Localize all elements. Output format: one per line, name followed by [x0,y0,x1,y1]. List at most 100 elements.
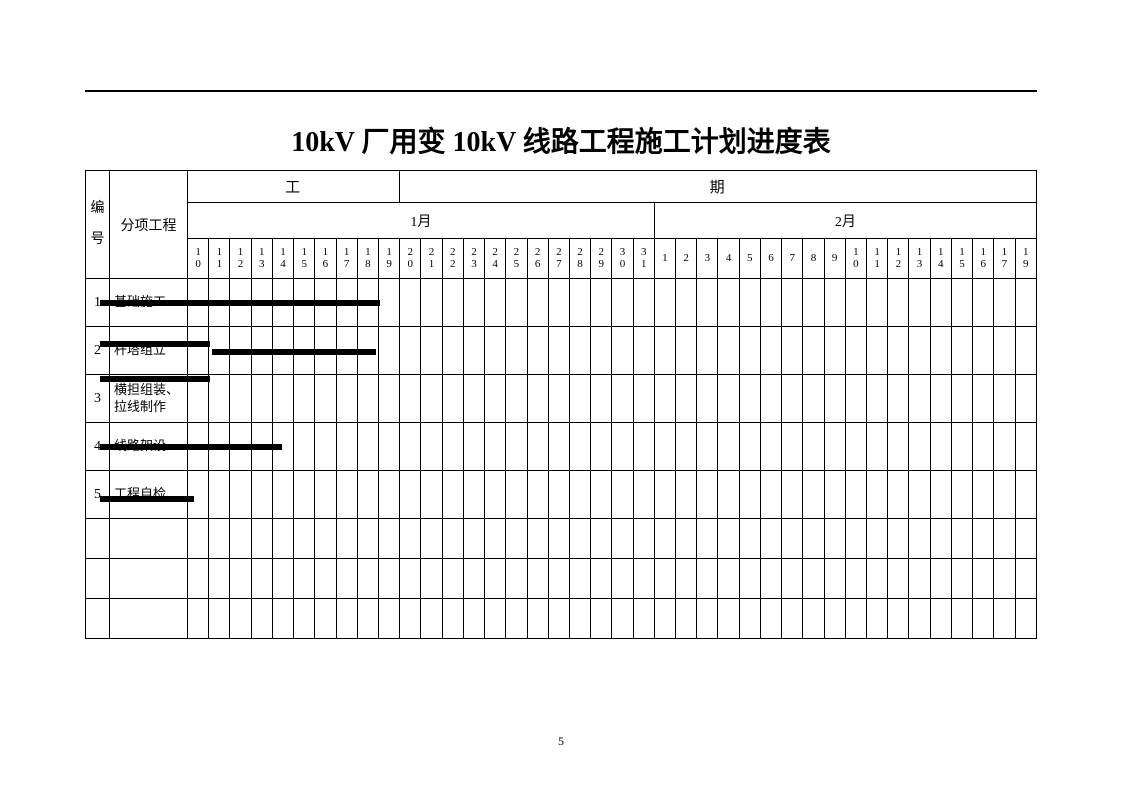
day-cell [951,327,972,375]
day-cell [888,423,909,471]
day-cell [421,519,442,559]
day-cell [485,375,506,423]
day-cell [633,327,654,375]
day-cell [909,375,930,423]
day-cell [506,471,527,519]
day-cell [442,599,463,639]
task-name: 线路架设 [110,423,188,471]
day-cell [1015,279,1036,327]
task-id: 3 [86,375,110,423]
col-header-id: 编号 [86,171,110,279]
day-cell [1015,519,1036,559]
day-cell [697,375,718,423]
day-header: 18 [357,239,378,279]
day-header: 3 [697,239,718,279]
month-header-1: 1月 [188,203,655,239]
day-cell [463,559,484,599]
day-cell [421,279,442,327]
day-cell [612,471,633,519]
day-cell [400,471,421,519]
day-cell [442,375,463,423]
task-name: 横担组装、拉线制作 [110,375,188,423]
day-cell [803,519,824,559]
day-header: 7 [782,239,803,279]
day-header: 27 [548,239,569,279]
day-cell [803,599,824,639]
day-header: 16 [315,239,336,279]
day-header: 25 [506,239,527,279]
day-cell [718,279,739,327]
day-cell [803,375,824,423]
day-cell [1015,375,1036,423]
day-header: 23 [463,239,484,279]
day-cell [294,375,315,423]
day-cell [845,599,866,639]
day-cell [527,423,548,471]
day-cell [548,279,569,327]
day-cell [633,471,654,519]
day-cell [803,559,824,599]
day-cell [357,599,378,639]
day-cell [930,279,951,327]
day-cell [994,423,1015,471]
day-cell [251,279,272,327]
day-cell [867,471,888,519]
day-cell [760,519,781,559]
day-cell [612,375,633,423]
day-header: 17 [994,239,1015,279]
table-row: 4线路架设 [86,423,1037,471]
day-cell [315,375,336,423]
day-cell [485,559,506,599]
day-cell [591,327,612,375]
day-cell [973,599,994,639]
day-cell [824,559,845,599]
day-cell [973,327,994,375]
day-header: 11 [209,239,230,279]
day-cell [994,519,1015,559]
day-cell [718,599,739,639]
day-cell [357,423,378,471]
day-cell [272,423,293,471]
day-cell [463,423,484,471]
day-cell [760,279,781,327]
task-id [86,519,110,559]
day-cell [824,471,845,519]
task-name [110,559,188,599]
day-cell [378,327,399,375]
day-cell [654,599,675,639]
day-cell [845,559,866,599]
day-cell [294,559,315,599]
day-cell [973,559,994,599]
day-cell [188,559,209,599]
task-id: 4 [86,423,110,471]
day-cell [378,471,399,519]
day-cell [400,599,421,639]
day-cell [548,471,569,519]
day-cell [421,423,442,471]
day-cell [569,519,590,559]
day-cell [994,279,1015,327]
day-header: 24 [485,239,506,279]
day-cell [400,279,421,327]
day-cell [591,471,612,519]
day-cell [527,327,548,375]
day-cell [654,471,675,519]
day-cell [739,559,760,599]
day-cell [824,375,845,423]
day-cell [357,559,378,599]
day-cell [888,519,909,559]
day-cell [272,327,293,375]
day-header: 5 [739,239,760,279]
day-cell [697,423,718,471]
task-name: 工程自检 [110,471,188,519]
day-cell [188,471,209,519]
day-cell [867,423,888,471]
day-cell [867,279,888,327]
day-cell [824,279,845,327]
day-cell [251,423,272,471]
day-cell [230,279,251,327]
day-cell [378,423,399,471]
day-cell [718,423,739,471]
day-cell [251,375,272,423]
day-cell [633,423,654,471]
